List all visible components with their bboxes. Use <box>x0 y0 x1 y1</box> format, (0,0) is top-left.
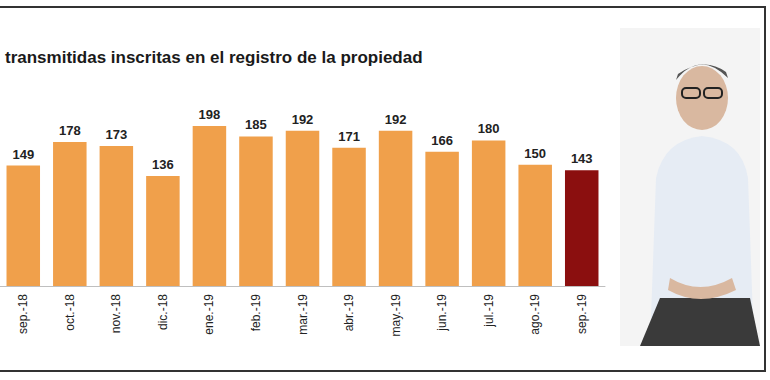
svg-text:173: 173 <box>105 127 127 142</box>
svg-text:feb.-19: feb.-19 <box>249 294 263 332</box>
svg-text:oct.-18: oct.-18 <box>63 294 77 331</box>
svg-text:171: 171 <box>338 129 360 144</box>
svg-text:sep.-19: sep.-19 <box>575 294 589 334</box>
svg-text:192: 192 <box>292 112 314 127</box>
svg-text:185: 185 <box>245 117 267 132</box>
svg-text:dic.-18: dic.-18 <box>156 294 170 330</box>
svg-text:jul.-19: jul.-19 <box>482 294 496 328</box>
svg-text:nov.-18: nov.-18 <box>109 294 123 333</box>
svg-text:ene.-19: ene.-19 <box>202 294 216 335</box>
svg-text:150: 150 <box>524 146 546 161</box>
svg-text:sep.-18: sep.-18 <box>16 294 30 334</box>
svg-text:180: 180 <box>478 121 500 136</box>
svg-text:192: 192 <box>385 112 407 127</box>
svg-text:jun.-19: jun.-19 <box>435 294 449 332</box>
svg-text:136: 136 <box>152 157 174 172</box>
svg-text:149: 149 <box>12 147 34 162</box>
svg-text:178: 178 <box>59 123 81 138</box>
svg-text:198: 198 <box>199 107 221 122</box>
svg-text:may.-19: may.-19 <box>389 294 403 337</box>
svg-text:143: 143 <box>571 151 593 166</box>
svg-text:mar.-19: mar.-19 <box>296 294 310 335</box>
svg-text:abr.-19: abr.-19 <box>342 294 356 332</box>
svg-text:ago.-19: ago.-19 <box>528 294 542 335</box>
svg-text:166: 166 <box>431 133 453 148</box>
svg-text:transmitidas inscritas en el r: transmitidas inscritas en el registro de… <box>5 48 423 67</box>
